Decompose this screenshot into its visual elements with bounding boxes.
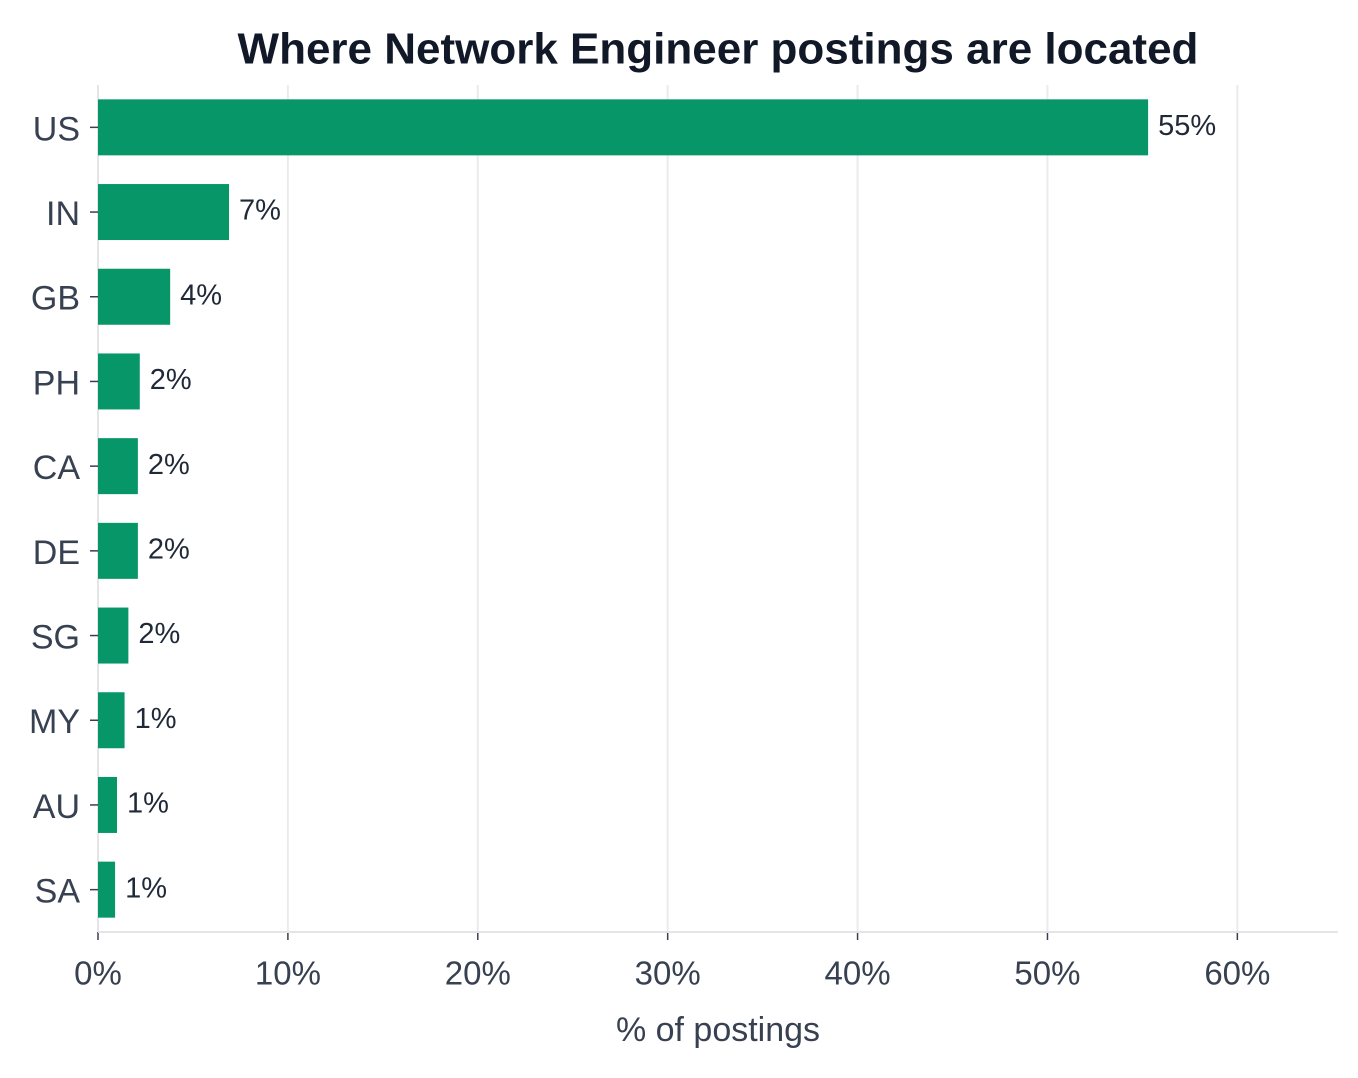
value-label: 7%	[239, 195, 281, 227]
x-tick-label: 30%	[635, 955, 701, 992]
bar	[98, 353, 140, 410]
value-label: 2%	[138, 618, 180, 650]
value-label: 55%	[1158, 110, 1216, 142]
y-tick-label: DE	[33, 534, 80, 572]
y-tick-label: MY	[29, 703, 80, 741]
value-label: 4%	[180, 279, 222, 311]
y-tick-label: AU	[33, 788, 80, 826]
y-tick-label: US	[33, 110, 80, 148]
value-label: 2%	[150, 364, 192, 396]
y-tick-label: SA	[35, 873, 81, 911]
bar	[98, 522, 138, 579]
x-tick-label: 60%	[1204, 955, 1270, 992]
bar	[98, 99, 1149, 156]
bar	[98, 268, 171, 325]
value-label: 2%	[148, 449, 190, 481]
y-tick-label: SG	[31, 619, 80, 657]
value-label: 1%	[125, 872, 167, 904]
value-label: 2%	[148, 534, 190, 566]
y-tick-label: CA	[33, 449, 81, 487]
y-tick-label: PH	[33, 364, 80, 402]
value-label: 1%	[127, 788, 169, 820]
x-tick-label: 0%	[74, 955, 122, 992]
bar	[98, 438, 138, 495]
x-tick-label: 50%	[1014, 955, 1080, 992]
value-label: 1%	[135, 703, 177, 735]
bar	[98, 692, 125, 749]
x-tick-label: 40%	[825, 955, 891, 992]
x-tick-label: 20%	[445, 955, 511, 992]
x-tick-label: 10%	[255, 955, 321, 992]
x-axis-label: % of postings	[616, 1011, 820, 1049]
bar	[98, 184, 230, 241]
y-tick-label: GB	[31, 280, 80, 318]
bar	[98, 776, 117, 833]
bar	[98, 861, 116, 918]
chart-title: Where Network Engineer postings are loca…	[238, 25, 1199, 74]
bar	[98, 607, 129, 664]
y-tick-label: IN	[46, 195, 80, 233]
